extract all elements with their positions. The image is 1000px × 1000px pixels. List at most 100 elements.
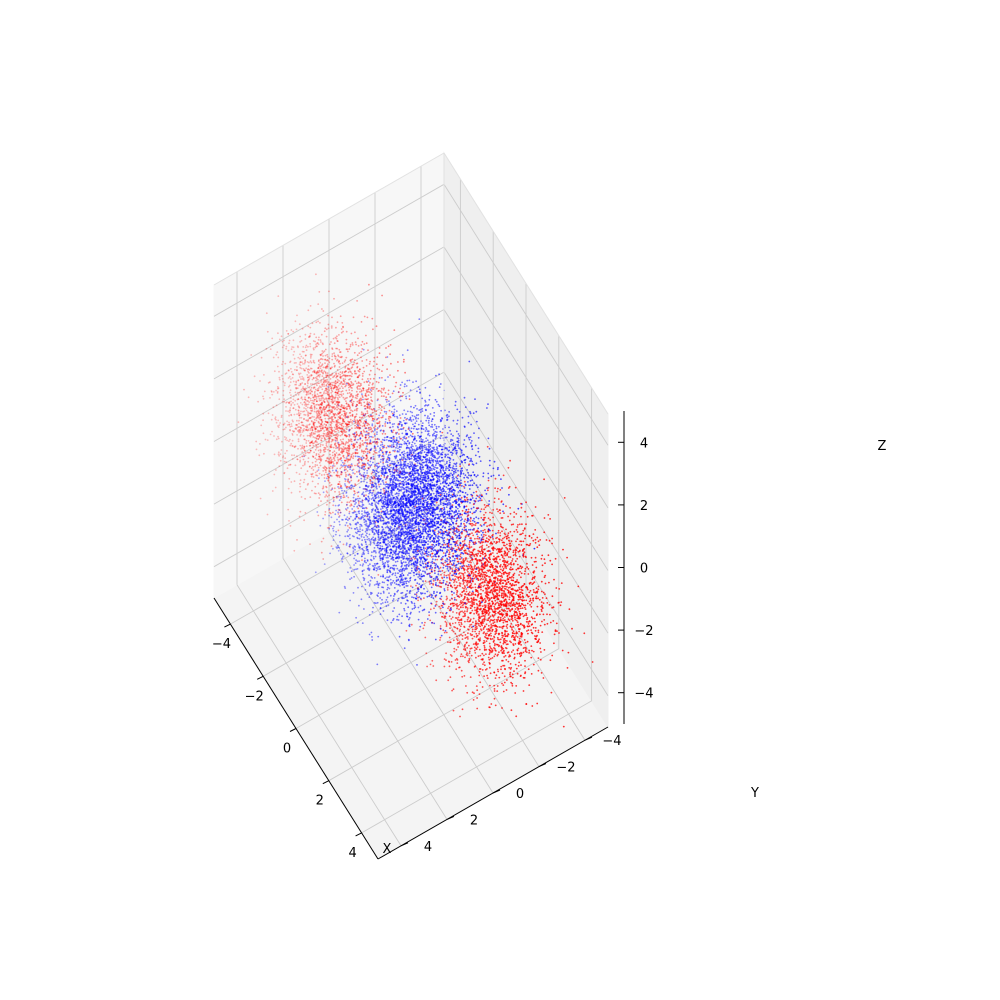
scatter-point [322, 470, 325, 472]
scatter-point [379, 568, 382, 570]
scatter-point [373, 517, 376, 519]
scatter-point [335, 337, 338, 340]
scatter-point [298, 417, 301, 419]
scatter-point [385, 599, 388, 601]
scatter-point [346, 516, 349, 518]
scatter-point [308, 369, 311, 371]
scatter-point [390, 551, 393, 554]
scatter-point [309, 399, 312, 402]
scatter-point [423, 441, 425, 443]
scatter-point [290, 414, 293, 417]
scatter-point [359, 432, 362, 435]
scatter-point [296, 539, 298, 541]
scatter-point [365, 534, 367, 537]
scatter-point [375, 551, 377, 554]
scatter-point [309, 332, 312, 335]
scatter-point [337, 495, 340, 498]
scatter-point [369, 558, 372, 561]
scatter-point [308, 336, 310, 338]
scatter-point [355, 431, 358, 434]
scatter-point [343, 585, 346, 588]
scatter-point [375, 413, 378, 416]
scatter-point [332, 504, 335, 507]
scatter-point [281, 440, 283, 443]
scatter-point [293, 403, 296, 406]
scatter-point [295, 428, 298, 431]
scatter-point [363, 521, 366, 524]
scatter-point [298, 363, 301, 366]
scatter-point [304, 387, 307, 390]
scatter-point [373, 557, 375, 560]
scatter-point [367, 459, 370, 462]
scatter-point [415, 420, 418, 422]
scatter-point [312, 377, 315, 379]
scatter-point [316, 400, 318, 403]
scatter-point [393, 408, 396, 411]
scatter-point [282, 423, 285, 426]
scatter-point [315, 379, 317, 382]
scatter-point [379, 553, 382, 555]
scatter-point [299, 456, 301, 459]
scatter-point [279, 459, 282, 462]
scatter-point [390, 530, 392, 532]
scatter-point [284, 373, 287, 375]
scatter-point [295, 381, 298, 384]
scatter-point [385, 461, 387, 464]
scatter-point [361, 539, 364, 542]
scatter-point [367, 496, 370, 498]
z-gridline-left [213, 434, 445, 568]
scatter-point [320, 551, 323, 554]
scatter-point [289, 428, 291, 431]
scatter-point [306, 411, 309, 413]
scatter-point [321, 375, 324, 378]
scatter-point [311, 409, 314, 411]
scatter-point [301, 447, 304, 450]
scatter-point [404, 383, 406, 386]
scatter-point [366, 536, 369, 538]
scatter-point [368, 533, 371, 536]
scatter-point [357, 537, 359, 540]
scatter-point [289, 409, 291, 411]
scatter-point [387, 345, 390, 348]
scatter-point [390, 437, 393, 439]
scatter-point [376, 367, 379, 370]
scatter-point [371, 527, 373, 530]
scatter-point [351, 415, 354, 417]
scatter-point [424, 386, 427, 389]
scatter-point [373, 547, 376, 549]
scatter-point [403, 473, 406, 476]
scatter-point [335, 447, 337, 450]
scatter-point [304, 452, 307, 455]
scatter-point [306, 393, 308, 396]
scatter-point [334, 412, 337, 415]
scatter-point [396, 501, 399, 503]
scatter-point [316, 434, 319, 437]
scatter-point [350, 367, 353, 369]
scatter-point [411, 411, 413, 414]
scatter-point [388, 419, 391, 422]
scatter-point [326, 372, 329, 374]
scatter-point [294, 445, 297, 448]
scatter-point [354, 380, 357, 383]
scatter-point [309, 343, 311, 345]
scatter-point [402, 360, 405, 363]
scatter-point [379, 430, 382, 432]
scatter-point [306, 400, 308, 402]
scatter-point [306, 374, 309, 376]
scatter-point [308, 361, 310, 364]
scatter-point [345, 495, 348, 497]
scatter-point [311, 429, 314, 431]
scatter-point [342, 407, 345, 410]
scatter-point [348, 510, 351, 513]
scatter-point [295, 383, 298, 386]
scatter-point [314, 457, 317, 460]
scatter-point [285, 330, 288, 332]
scatter-point [362, 414, 365, 417]
scatter-point [375, 380, 378, 383]
scatter-point [292, 445, 294, 448]
scatter-point [308, 375, 311, 377]
scatter-point [379, 498, 382, 501]
scatter-point [259, 443, 261, 445]
scatter-point [294, 408, 297, 411]
scatter-point [349, 523, 351, 525]
